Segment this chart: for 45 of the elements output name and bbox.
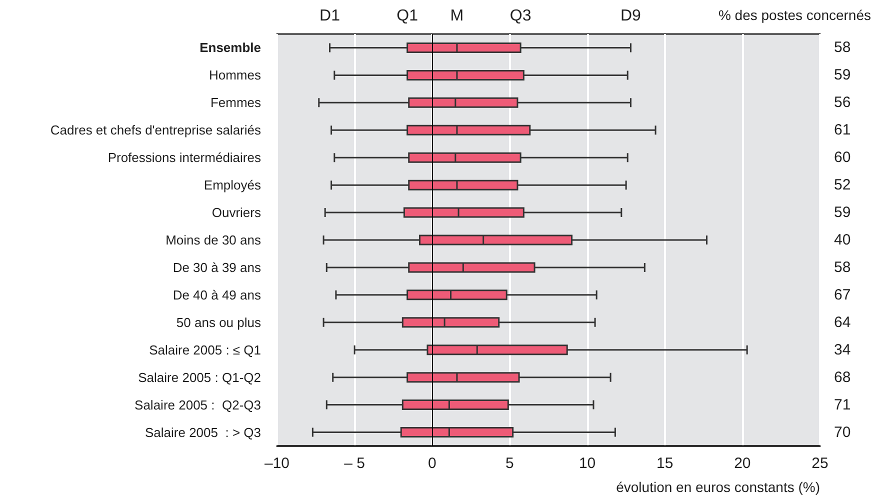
y2-tick-label: 60 <box>834 149 851 166</box>
y-tick-label: Hommes <box>208 68 262 83</box>
y2-tick-label: 59 <box>834 66 851 84</box>
text: Q3 <box>510 8 532 24</box>
y-tick-label: Employés <box>204 178 262 193</box>
y2-tick-label: 58 <box>834 39 851 56</box>
y-tick-label: Professions intermédiaires <box>108 150 262 166</box>
text: M <box>450 8 464 24</box>
text: Q1 <box>396 8 418 24</box>
y-tick-label: Salaire 2005 : > Q3 <box>145 424 261 440</box>
y2-tick-label: 67 <box>834 286 851 304</box>
y-tick-label: Salaire 2005 : ≤ Q1 <box>149 342 261 358</box>
y2-tick-label: 71 <box>834 396 851 414</box>
y2-tick-label: 59 <box>834 204 851 222</box>
y-tick-label: Moins de 30 ans <box>166 232 262 248</box>
y-tick-label: Ensemble <box>200 40 261 56</box>
text: D9 <box>620 8 642 24</box>
y2-tick-label: 70 <box>834 424 851 441</box>
y2-tick-label: 58 <box>834 258 851 276</box>
y2-tick-label: 61 <box>834 122 851 139</box>
x-tick-label: – 5 <box>344 455 365 472</box>
x-tick-label: 15 <box>656 455 674 472</box>
y-tick-label: Ouvriers <box>212 205 262 220</box>
x-tick-label: 10 <box>578 455 596 472</box>
y2-tick-label: 56 <box>834 94 851 112</box>
y2-tick-label: 64 <box>834 314 851 331</box>
y-tick-label: Salaire 2005 : Q2-Q3 <box>134 397 261 412</box>
x-tick-label: –10 <box>264 455 290 472</box>
y2-axis-title: % des postes concernés <box>718 7 871 23</box>
x-axis-title: évolution en euros constants (%) <box>616 479 820 495</box>
text: D1 <box>320 8 340 24</box>
y2-tick-label: 52 <box>834 176 851 194</box>
y-tick-label: De 40 à 49 ans <box>172 287 262 302</box>
x-tick-label: 20 <box>734 455 751 472</box>
x-tick-label: 25 <box>812 455 828 472</box>
y-tick-label: Salaire 2005 : Q1-Q2 <box>138 370 261 385</box>
y-tick-label: Cadres et chefs d'entreprise salariés <box>50 122 262 138</box>
y-tick-label: Femmes <box>210 95 262 110</box>
y2-tick-label: 68 <box>834 368 851 386</box>
x-tick-label: 5 <box>506 455 514 472</box>
y2-tick-label: 34 <box>834 341 851 358</box>
y-tick-label: 50 ans ou plus <box>176 314 262 330</box>
y-tick-label: De 30 à 39 ans <box>172 260 262 275</box>
y2-tick-label: 40 <box>834 232 851 248</box>
x-tick-label: 0 <box>428 455 436 472</box>
